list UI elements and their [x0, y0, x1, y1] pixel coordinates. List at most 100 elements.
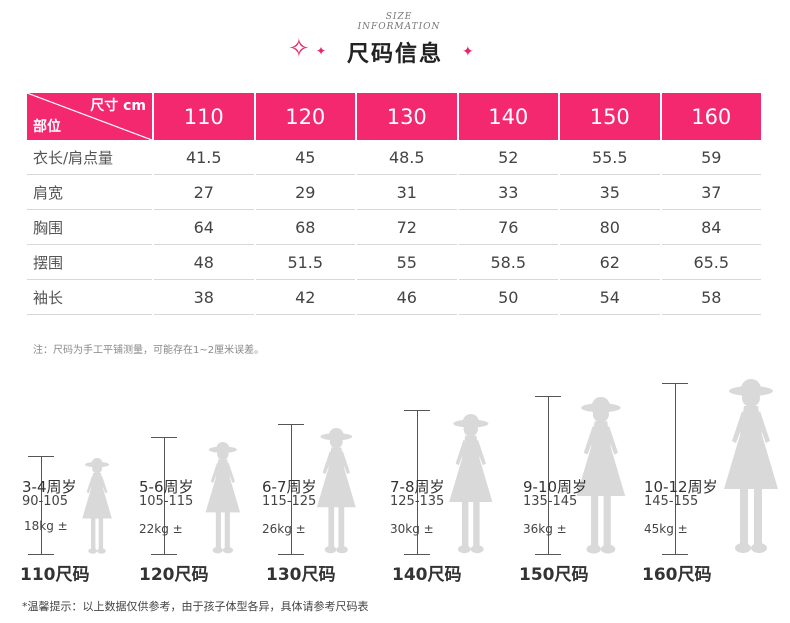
sparkle-icon: ✦: [462, 44, 474, 60]
figure-group: 7-8周岁 125-135 30kg ± 140尺码: [386, 370, 506, 590]
table-cell: 76: [458, 210, 558, 245]
table-cell: 38: [154, 280, 254, 315]
child-silhouette: [205, 442, 241, 554]
ruler-line: [548, 396, 549, 554]
table-cell: 51.5: [255, 245, 355, 280]
part-label: 部位: [33, 119, 61, 135]
table-cell: 65.5: [661, 245, 761, 280]
table-row: 衣长/肩点量 41.5 45 48.5 52 55.5 59: [27, 140, 761, 175]
size-header-130: 130: [357, 93, 457, 140]
size-header-140: 140: [458, 93, 558, 140]
row-label: 摆围: [27, 245, 152, 280]
ruler-line: [41, 456, 42, 554]
table-cell: 46: [357, 280, 457, 315]
ruler-bottom: [151, 554, 177, 555]
size-code: 110尺码: [20, 565, 90, 585]
table-cell: 31: [357, 175, 457, 210]
table-cell: 29: [255, 175, 355, 210]
table-cell: 72: [357, 210, 457, 245]
ruler-line: [164, 437, 165, 554]
table-cell: 84: [661, 210, 761, 245]
table-cell: 64: [154, 210, 254, 245]
table-cell: 48.5: [357, 140, 457, 175]
size-code: 160尺码: [642, 565, 712, 585]
table-cell: 68: [255, 210, 355, 245]
diagonal-divider: [27, 93, 152, 140]
height-range: 135-145: [523, 494, 578, 509]
child-silhouette: [724, 379, 778, 553]
table-cell: 42: [255, 280, 355, 315]
table-cell: 41.5: [154, 140, 254, 175]
age-label: 6-7周岁: [262, 478, 317, 496]
table-cell: 35: [560, 175, 660, 210]
header: ✧ ✦ ✦ SIZE INFORMATION 尺码信息: [0, 0, 790, 80]
size-code: 140尺码: [392, 565, 462, 585]
height-range: 90-105: [22, 494, 69, 509]
child-silhouette: [576, 396, 626, 554]
height-range: 105-115: [139, 494, 194, 509]
table-cell: 54: [560, 280, 660, 315]
size-header-row: 尺寸 cm 部位 110 120 130 140 150 160: [27, 93, 761, 140]
weight-label: 30kg ±: [390, 522, 434, 536]
figure-group: 10-12周岁 145-155 45kg ± 160尺码: [640, 370, 780, 590]
row-label: 袖长: [27, 280, 152, 315]
table-row: 胸围 64 68 72 76 80 84: [27, 210, 761, 245]
table-row: 摆围 48 51.5 55 58.5 62 65.5: [27, 245, 761, 280]
ruler-bottom: [278, 554, 304, 555]
ruler-line: [675, 383, 676, 554]
footer-tip: *温馨提示：以上数据仅供参考，由于孩子体型各异，具体请参考尺码表: [22, 600, 369, 613]
weight-label: 18kg ±: [24, 519, 68, 533]
table-cell: 45: [255, 140, 355, 175]
table-cell: 27: [154, 175, 254, 210]
ruler-line: [291, 424, 292, 554]
age-label: 5-6周岁: [139, 478, 194, 496]
table-corner-cell: 尺寸 cm 部位: [27, 93, 152, 140]
weight-label: 22kg ±: [139, 522, 183, 536]
age-label: 9-10周岁: [523, 478, 588, 496]
table-cell: 80: [560, 210, 660, 245]
table-cell: 50: [458, 280, 558, 315]
table-cell: 58: [661, 280, 761, 315]
weight-label: 36kg ±: [523, 522, 567, 536]
table-cell: 33: [458, 175, 558, 210]
age-label: 10-12周岁: [644, 478, 718, 496]
table-cell: 55.5: [560, 140, 660, 175]
height-range: 125-135: [390, 494, 445, 509]
figure-group: 3-4周岁 90-105 18kg ± 110尺码: [18, 370, 128, 590]
size-header-160: 160: [661, 93, 761, 140]
child-silhouette: [82, 457, 112, 554]
row-label: 肩宽: [27, 175, 152, 210]
row-label: 衣长/肩点量: [27, 140, 152, 175]
section-subtitle: SIZE INFORMATION: [357, 12, 441, 32]
ruler-bottom: [404, 554, 430, 555]
table-cell: 62: [560, 245, 660, 280]
section-title: 尺码信息: [346, 42, 443, 67]
size-header-120: 120: [255, 93, 355, 140]
size-table: 尺寸 cm 部位 110 120 130 140 150 160 衣长/肩点量 …: [25, 93, 763, 315]
child-silhouette: [449, 414, 493, 554]
figure-group: 9-10周岁 135-145 36kg ± 150尺码: [515, 370, 640, 590]
table-cell: 37: [661, 175, 761, 210]
sparkle-icon: ✦: [316, 44, 327, 58]
figure-group: 5-6周岁 105-115 22kg ± 120尺码: [133, 370, 248, 590]
ruler-bottom: [28, 554, 54, 555]
table-row: 肩宽 27 29 31 33 35 37: [27, 175, 761, 210]
sparkle-icon: ✧: [288, 34, 310, 64]
table-row: 袖长 38 42 46 50 54 58: [27, 280, 761, 315]
age-label: 7-8周岁: [390, 478, 445, 496]
size-code: 120尺码: [139, 565, 209, 585]
row-label: 胸围: [27, 210, 152, 245]
size-code: 130尺码: [266, 565, 336, 585]
unit-label: 尺寸 cm: [90, 98, 146, 114]
weight-label: 26kg ±: [262, 522, 306, 536]
ruler-line: [417, 410, 418, 554]
figure-group: 6-7周岁 115-125 26kg ± 130尺码: [258, 370, 373, 590]
table-cell: 52: [458, 140, 558, 175]
table-cell: 55: [357, 245, 457, 280]
height-range: 145-155: [644, 494, 699, 509]
table-cell: 58.5: [458, 245, 558, 280]
table-cell: 59: [661, 140, 761, 175]
age-label: 3-4周岁: [22, 478, 77, 496]
table-cell: 48: [154, 245, 254, 280]
ruler-bottom: [662, 554, 688, 555]
